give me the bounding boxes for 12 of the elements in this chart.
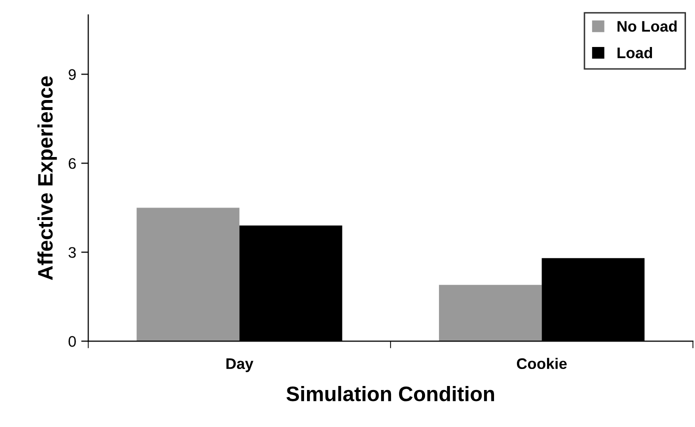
legend-label: Load	[618, 47, 652, 58]
bar	[136, 208, 240, 342]
y-tick-label: 9	[68, 69, 76, 80]
y-tick-label: 6	[68, 158, 76, 169]
x-axis-title: Simulation Condition	[286, 386, 494, 402]
bar	[438, 284, 542, 342]
x-tick-label: Day	[226, 358, 254, 372]
y-tick-label: 0	[68, 336, 76, 347]
y-axis-title: Affective Experience	[37, 76, 57, 280]
legend-label: No Load	[618, 20, 677, 32]
y-tick-label: 3	[68, 247, 76, 258]
x-tick-label: Cookie	[516, 358, 567, 370]
